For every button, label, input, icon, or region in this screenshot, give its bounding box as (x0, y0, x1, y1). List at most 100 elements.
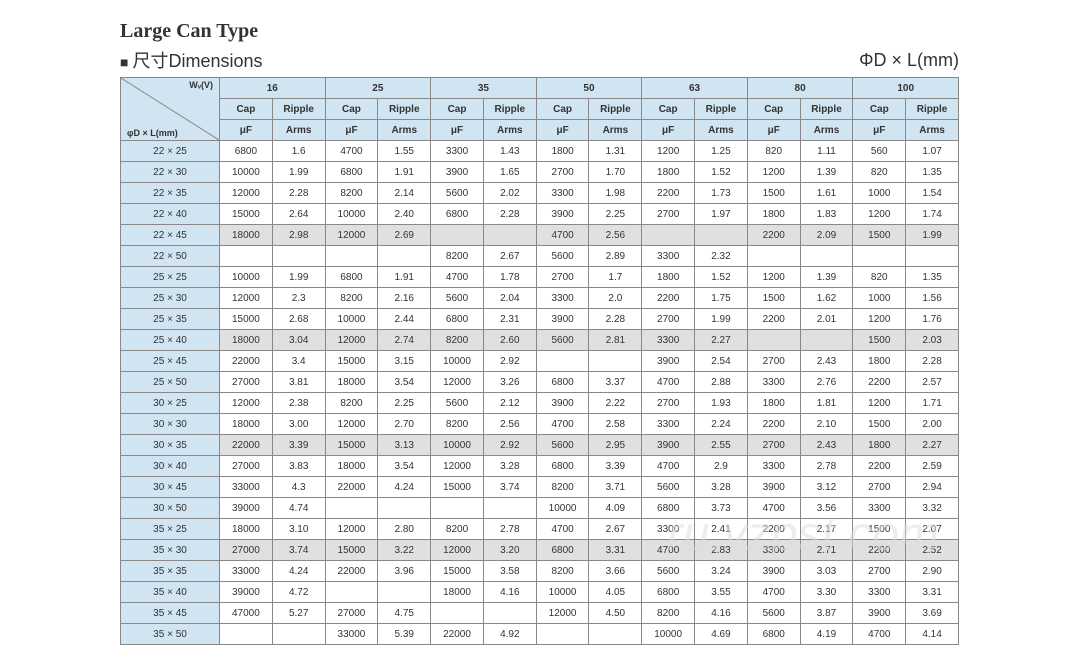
data-cell: 2.57 (906, 372, 959, 393)
data-cell: 4700 (536, 414, 589, 435)
data-cell: 10000 (220, 162, 273, 183)
data-cell: 1.56 (906, 288, 959, 309)
data-cell (325, 498, 378, 519)
data-cell: 3300 (747, 372, 800, 393)
data-cell: 1200 (853, 393, 906, 414)
data-cell: 39000 (220, 498, 273, 519)
data-cell: 8200 (325, 288, 378, 309)
data-cell: 22000 (220, 351, 273, 372)
row-label: 25 × 40 (121, 330, 220, 351)
voltage-header: 50 (536, 78, 642, 99)
voltage-header: 25 (325, 78, 431, 99)
data-cell: 1.98 (589, 183, 642, 204)
voltage-header: 63 (642, 78, 748, 99)
unit-header-cell: μF (747, 120, 800, 141)
sub-header-cell: Cap (747, 99, 800, 120)
row-label: 35 × 30 (121, 540, 220, 561)
data-cell: 18000 (220, 330, 273, 351)
data-cell: 33000 (220, 561, 273, 582)
data-cell: 8200 (536, 477, 589, 498)
data-cell: 3.28 (695, 477, 748, 498)
data-cell: 22000 (431, 624, 484, 645)
data-cell: 3.55 (695, 582, 748, 603)
table-row: 22 × 2568001.647001.5533001.4318001.3112… (121, 141, 959, 162)
data-cell: 1.99 (272, 162, 325, 183)
data-cell: 1800 (853, 435, 906, 456)
data-cell: 3.13 (378, 435, 431, 456)
row-label: 30 × 30 (121, 414, 220, 435)
data-cell (906, 246, 959, 267)
data-cell: 1.73 (695, 183, 748, 204)
data-cell (747, 246, 800, 267)
data-cell: 2.68 (272, 309, 325, 330)
square-icon: ■ (120, 54, 128, 70)
data-cell: 1.74 (906, 204, 959, 225)
data-cell: 3.37 (589, 372, 642, 393)
table-row: 35 × 25180003.10120002.8082002.7847002.6… (121, 519, 959, 540)
data-cell: 6800 (325, 267, 378, 288)
data-cell: 3900 (536, 393, 589, 414)
data-cell: 2.41 (695, 519, 748, 540)
data-cell: 2.59 (906, 456, 959, 477)
data-cell: 2.31 (483, 309, 536, 330)
data-cell: 1500 (853, 519, 906, 540)
data-cell: 22000 (220, 435, 273, 456)
data-cell: 3.74 (483, 477, 536, 498)
data-cell: 2.83 (695, 540, 748, 561)
data-cell: 2.67 (589, 519, 642, 540)
data-cell: 1.52 (695, 162, 748, 183)
data-cell: 2.64 (272, 204, 325, 225)
data-cell: 12000 (325, 225, 378, 246)
data-cell: 15000 (431, 477, 484, 498)
data-cell: 2.98 (272, 225, 325, 246)
data-cell: 2.43 (800, 351, 853, 372)
data-cell: 2.60 (483, 330, 536, 351)
data-cell (483, 225, 536, 246)
data-cell: 22000 (325, 477, 378, 498)
data-cell: 1.71 (906, 393, 959, 414)
data-cell: 2.56 (483, 414, 536, 435)
table-row: 35 × 50330005.39220004.92100004.6968004.… (121, 624, 959, 645)
data-cell: 2.01 (800, 309, 853, 330)
sub-header-cell: Ripple (589, 99, 642, 120)
table-row: 25 × 25100001.9968001.9147001.7827001.71… (121, 267, 959, 288)
data-cell: 4.92 (483, 624, 536, 645)
voltage-header: 100 (853, 78, 959, 99)
data-cell (853, 246, 906, 267)
data-cell: 10000 (431, 435, 484, 456)
data-cell: 2.00 (906, 414, 959, 435)
data-cell: 6800 (536, 372, 589, 393)
table-row: 22 × 45180002.98120002.6947002.5622002.0… (121, 225, 959, 246)
data-cell: 820 (747, 141, 800, 162)
data-cell: 1200 (853, 204, 906, 225)
data-cell (220, 624, 273, 645)
data-cell: 4700 (536, 225, 589, 246)
data-cell: 1.43 (483, 141, 536, 162)
data-cell: 8200 (431, 330, 484, 351)
data-cell: 1.81 (800, 393, 853, 414)
data-cell: 2.32 (695, 246, 748, 267)
data-cell (695, 225, 748, 246)
data-cell: 3.00 (272, 414, 325, 435)
data-cell: 4.3 (272, 477, 325, 498)
data-cell: 1800 (642, 162, 695, 183)
data-cell: 2.89 (589, 246, 642, 267)
data-cell: 1200 (853, 309, 906, 330)
data-cell: 8200 (431, 519, 484, 540)
data-cell: 1.99 (272, 267, 325, 288)
data-cell: 1200 (747, 267, 800, 288)
data-cell: 2.04 (483, 288, 536, 309)
unit-header-cell: Arms (483, 120, 536, 141)
data-cell: 5600 (431, 288, 484, 309)
data-cell: 2.27 (695, 330, 748, 351)
data-cell: 4.16 (483, 582, 536, 603)
data-cell: 1.35 (906, 162, 959, 183)
data-cell: 4700 (853, 624, 906, 645)
data-cell: 3900 (536, 204, 589, 225)
row-label: 35 × 50 (121, 624, 220, 645)
data-cell (483, 498, 536, 519)
sub-header-cell: Ripple (800, 99, 853, 120)
dim-cn: 尺寸 (132, 51, 168, 71)
data-cell: 3900 (642, 435, 695, 456)
table-row: 35 × 30270003.74150003.22120003.2068003.… (121, 540, 959, 561)
